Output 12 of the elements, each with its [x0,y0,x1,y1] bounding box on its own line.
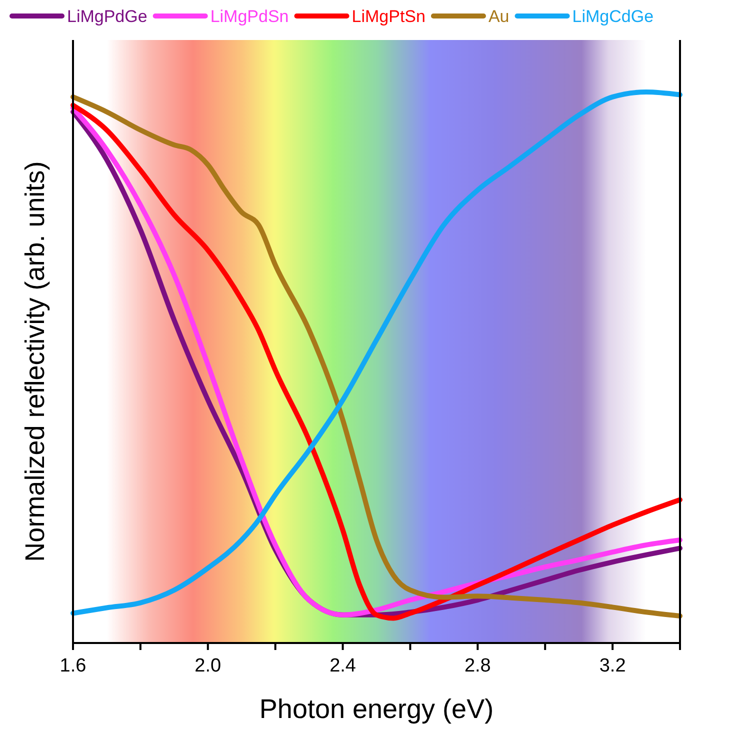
x-tick-label: 1.6 [60,655,86,676]
x-tick-label: 2.4 [330,655,356,676]
legend-label: LiMgPtSn [352,7,426,26]
legend-label: Au [488,7,510,26]
x-tick-label: 3.2 [599,655,626,676]
legend-label: LiMgCdGe [572,7,654,26]
y-axis-title: Normalized reflectivity (arb. units) [20,161,50,562]
x-tick-label: 2.8 [464,655,491,676]
x-tick-label: 2.0 [194,655,222,676]
x-axis-title: Photon energy (eV) [259,694,494,724]
legend-label: LiMgPdSn [210,7,289,26]
legend-label: LiMgPdGe [67,7,148,26]
